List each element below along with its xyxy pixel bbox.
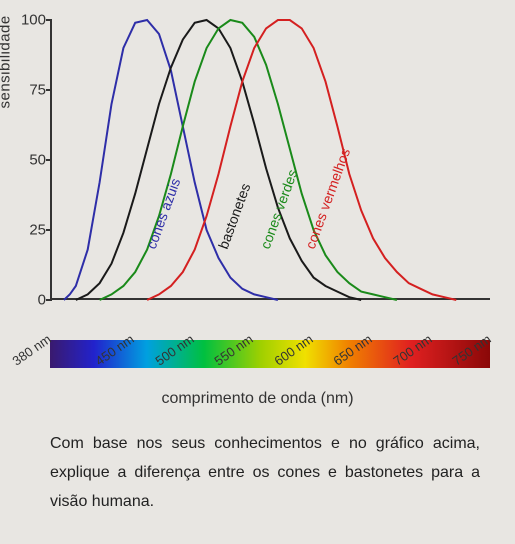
sensitivity-curves — [52, 20, 492, 300]
y-tick-mark — [46, 19, 52, 21]
curve-cones-azuis — [64, 20, 278, 300]
question-text: Com base nos seus conhecimentos e no grá… — [50, 430, 480, 516]
curve-cones-vermelhos — [147, 20, 456, 300]
chart-plot-area: 0255075100 — [50, 20, 490, 300]
page-root: sensibilidade 0255075100 comprimento de … — [0, 0, 515, 544]
y-tick-mark — [46, 299, 52, 301]
y-tick-mark — [46, 159, 52, 161]
x-tick-label: 380 nm — [10, 331, 54, 368]
y-tick-mark — [46, 89, 52, 91]
y-axis-label: sensibilidade — [0, 15, 14, 108]
x-axis-label: comprimento de onda (nm) — [0, 390, 515, 408]
y-tick-mark — [46, 229, 52, 231]
